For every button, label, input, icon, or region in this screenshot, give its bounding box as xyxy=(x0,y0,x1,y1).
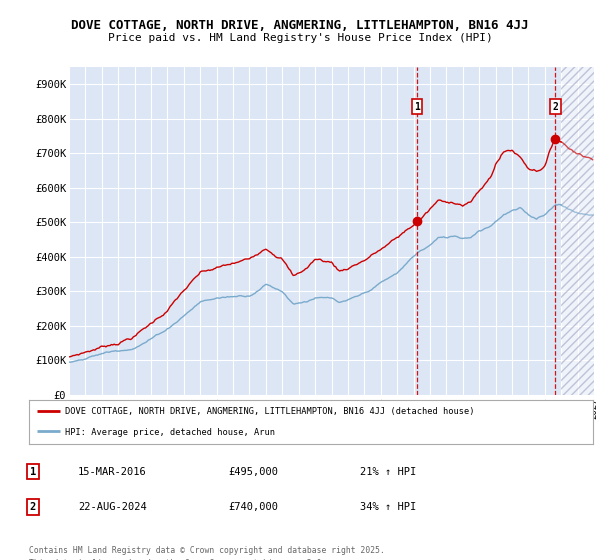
Text: DOVE COTTAGE, NORTH DRIVE, ANGMERING, LITTLEHAMPTON, BN16 4JJ: DOVE COTTAGE, NORTH DRIVE, ANGMERING, LI… xyxy=(71,18,529,32)
Text: 2: 2 xyxy=(30,502,36,512)
Text: 21% ↑ HPI: 21% ↑ HPI xyxy=(360,466,416,477)
Text: Price paid vs. HM Land Registry's House Price Index (HPI): Price paid vs. HM Land Registry's House … xyxy=(107,32,493,43)
Text: 15-MAR-2016: 15-MAR-2016 xyxy=(78,466,147,477)
Text: 2: 2 xyxy=(553,101,558,111)
Text: 1: 1 xyxy=(414,101,420,111)
Text: £495,000: £495,000 xyxy=(228,466,278,477)
Text: 22-AUG-2024: 22-AUG-2024 xyxy=(78,502,147,512)
Text: £740,000: £740,000 xyxy=(228,502,278,512)
Text: 1: 1 xyxy=(30,466,36,477)
Text: Contains HM Land Registry data © Crown copyright and database right 2025.
This d: Contains HM Land Registry data © Crown c… xyxy=(29,546,385,560)
Text: DOVE COTTAGE, NORTH DRIVE, ANGMERING, LITTLEHAMPTON, BN16 4JJ (detached house): DOVE COTTAGE, NORTH DRIVE, ANGMERING, LI… xyxy=(65,407,475,416)
Text: 34% ↑ HPI: 34% ↑ HPI xyxy=(360,502,416,512)
Text: HPI: Average price, detached house, Arun: HPI: Average price, detached house, Arun xyxy=(65,428,275,437)
